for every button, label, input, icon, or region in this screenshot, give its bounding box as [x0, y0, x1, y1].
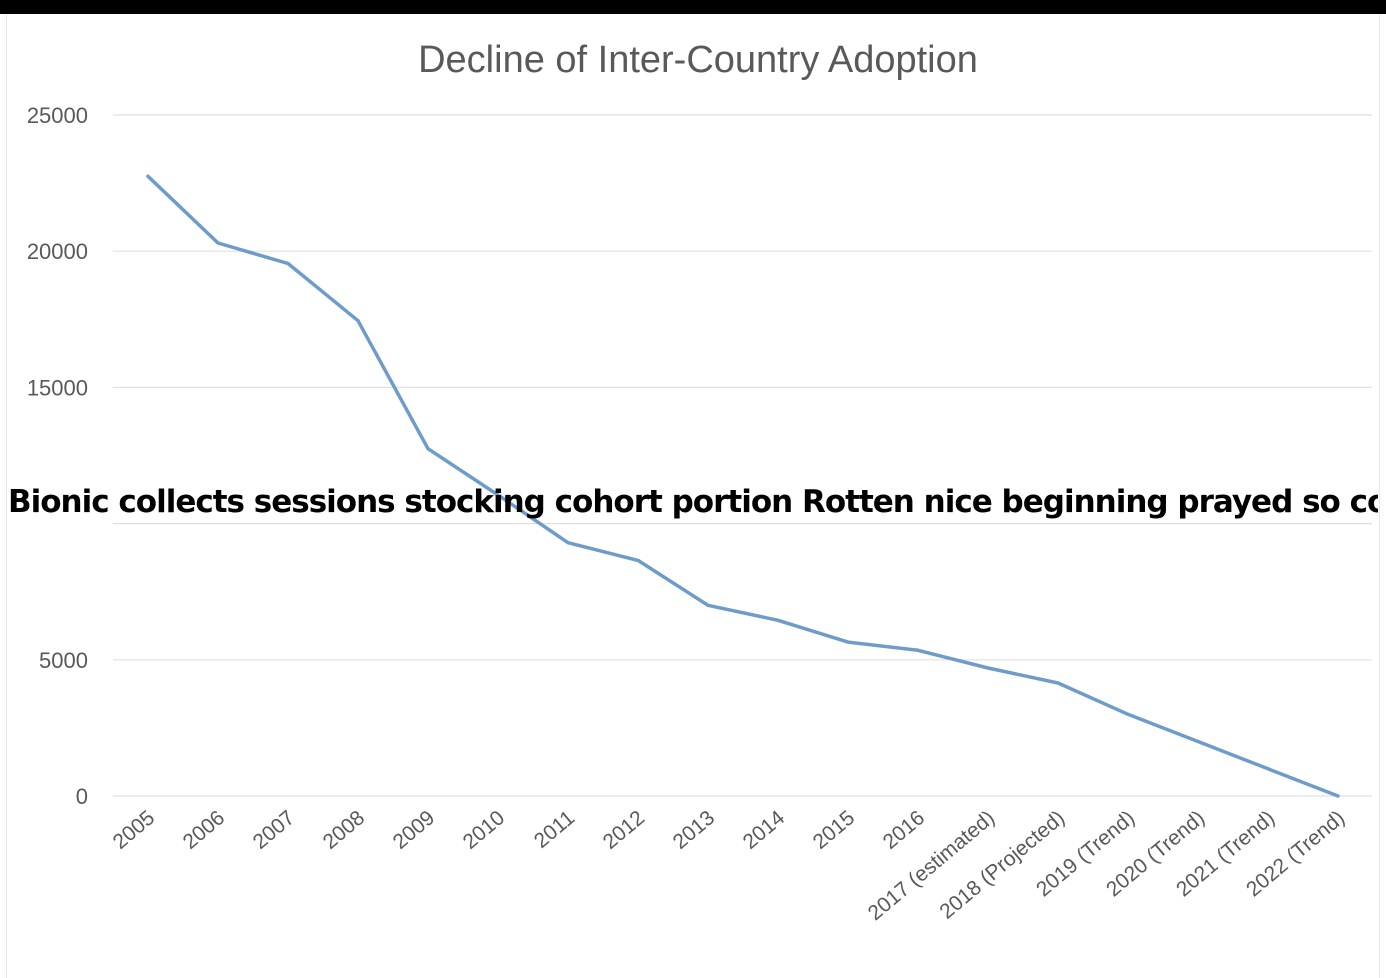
x-tick-label: 2017 (estimated): [864, 806, 1000, 925]
data-point: [1266, 767, 1270, 771]
x-tick-label: 2010: [459, 806, 510, 854]
x-tick-label: 2008: [319, 806, 370, 854]
x-tick-label: 2006: [179, 806, 230, 854]
x-tick-label: 2016: [879, 806, 930, 854]
y-tick-label: 25000: [27, 103, 88, 128]
data-point: [426, 447, 430, 451]
series-line: [146, 174, 1340, 798]
data-point: [636, 558, 640, 562]
data-point: [566, 541, 570, 545]
data-point: [146, 174, 150, 178]
y-tick-label: 0: [76, 784, 88, 809]
x-tick-label: 2012: [599, 806, 650, 854]
x-tick-label: 2013: [669, 806, 720, 854]
gridlines: [113, 114, 1372, 797]
data-point: [1196, 739, 1200, 744]
data-point: [496, 493, 500, 497]
overlay-text: Bionic collects sessions stocking cohort…: [8, 484, 1378, 520]
data-point: [1336, 794, 1340, 798]
top-black-bar: [0, 0, 1386, 14]
x-tick-label: 2011: [530, 806, 579, 853]
series-line-layer: [146, 174, 1340, 798]
y-axis-ticks: 0 5000 15000 20000 25000: [27, 103, 88, 809]
chart-frame: [6, 14, 1380, 978]
y-tick-label: 15000: [27, 375, 88, 400]
x-axis-ticks: 2005 2006 2007 2008 2009 2010 2011 2012 2013 2014…: [109, 806, 1350, 925]
data-point: [356, 319, 360, 323]
data-point: [216, 241, 220, 245]
x-tick-label: 2009: [389, 806, 440, 854]
data-point: [916, 648, 920, 652]
y-tick-label: 20000: [27, 239, 88, 264]
chart-title: Decline of Inter-Country Adoption: [418, 39, 978, 81]
x-tick-label: 2007: [249, 806, 300, 854]
x-tick-label: 2018 (Projected): [935, 806, 1069, 923]
x-tick-label: 2005: [109, 806, 160, 854]
data-point: [1056, 681, 1060, 685]
data-point: [286, 261, 290, 266]
x-tick-label: 2014: [739, 806, 790, 854]
x-tick-label: 2015: [809, 806, 860, 854]
data-point: [1126, 712, 1130, 716]
data-point: [706, 603, 710, 607]
data-point: [986, 666, 990, 670]
data-point: [846, 640, 850, 644]
y-tick-label: 5000: [39, 648, 88, 673]
data-point: [776, 618, 780, 622]
